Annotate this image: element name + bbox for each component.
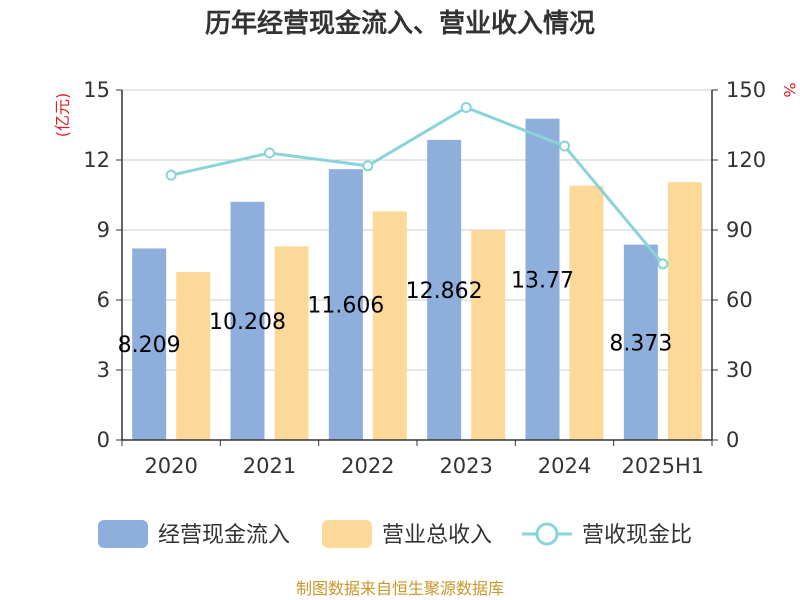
ratio-point-2025H1 — [657, 258, 669, 270]
bar-cash-inflow-2025H1 — [623, 244, 658, 440]
x-tick-label: 2023 — [439, 454, 492, 478]
right-tick-label: 30 — [726, 358, 753, 382]
bar-cash-inflow-2023 — [427, 139, 462, 441]
x-tick-label: 2020 — [144, 454, 197, 478]
bar-revenue-2022 — [372, 211, 407, 440]
bar-revenue-2024 — [569, 185, 604, 440]
legend-swatch — [98, 520, 148, 548]
right-tick-label: 150 — [726, 78, 766, 102]
right-axis-unit: % — [780, 82, 799, 97]
legend-label: 经营现金流入 — [158, 523, 290, 548]
bar-layer — [132, 118, 702, 441]
bar-revenue-2020 — [176, 272, 211, 440]
right-tick-label: 90 — [726, 218, 753, 242]
left-tick-label: 9 — [97, 218, 110, 242]
line-layer — [165, 102, 669, 270]
bar-data-label: 10.208 — [209, 310, 286, 335]
bar-revenue-2021 — [274, 246, 309, 440]
bar-data-label: 12.862 — [406, 279, 483, 304]
legend-swatch — [322, 520, 372, 548]
bar-data-label: 8.209 — [118, 333, 181, 358]
ratio-point-2020 — [165, 169, 177, 181]
data-labels: 8.209 10.208 11.606 12.862 13.77 8.373 — [118, 268, 673, 358]
gridlines — [122, 89, 712, 371]
x-tick-label: 2022 — [341, 454, 394, 478]
right-tick-label: 60 — [726, 288, 753, 312]
bar-data-label: 13.77 — [511, 268, 574, 293]
bar-cash-inflow-2021 — [230, 201, 265, 440]
bar-data-label: 11.606 — [307, 294, 384, 319]
left-tick-label: 15 — [83, 78, 110, 102]
bar-cash-inflow-2020 — [132, 248, 167, 440]
bar-data-label: 8.373 — [609, 331, 672, 356]
bar-cash-inflow-2022 — [328, 169, 363, 440]
x-tick-label: 2024 — [538, 454, 591, 478]
bar-revenue-2023 — [471, 230, 506, 440]
left-axis-unit: (亿元) — [53, 93, 72, 138]
x-tick-label: 2021 — [243, 454, 296, 478]
right-tick-label: 120 — [726, 148, 766, 172]
legend-item-0[interactable]: 经营现金流入 — [98, 520, 290, 548]
chart-title: 历年经营现金流入、营业收入情况 — [205, 8, 595, 39]
legend-swatch-marker — [535, 522, 559, 546]
bar-cash-inflow-2024 — [525, 118, 560, 440]
bar-revenue-2025H1 — [667, 182, 702, 440]
x-tick-label: 2025H1 — [622, 454, 705, 478]
ratio-point-2022 — [362, 160, 374, 172]
ratio-point-2021 — [264, 147, 275, 159]
legend[interactable]: 经营现金流入 营业总收入 营收现金比 — [98, 520, 692, 548]
left-tick-label: 3 — [97, 358, 110, 382]
legend-item-1[interactable]: 营业总收入 — [322, 520, 492, 548]
left-tick-label: 6 — [97, 288, 110, 312]
left-tick-label: 0 — [97, 428, 110, 452]
legend-label: 营业总收入 — [382, 523, 492, 548]
legend-label: 营收现金比 — [582, 523, 692, 548]
ratio-point-2024 — [559, 140, 570, 152]
source-note: 制图数据来自恒生聚源数据库 — [296, 579, 504, 598]
right-tick-label: 0 — [726, 428, 739, 452]
ratio-point-2023 — [460, 102, 472, 113]
left-tick-label: 12 — [83, 148, 110, 172]
ratio-line — [170, 105, 664, 265]
legend-item-2[interactable]: 营收现金比 — [522, 522, 692, 548]
